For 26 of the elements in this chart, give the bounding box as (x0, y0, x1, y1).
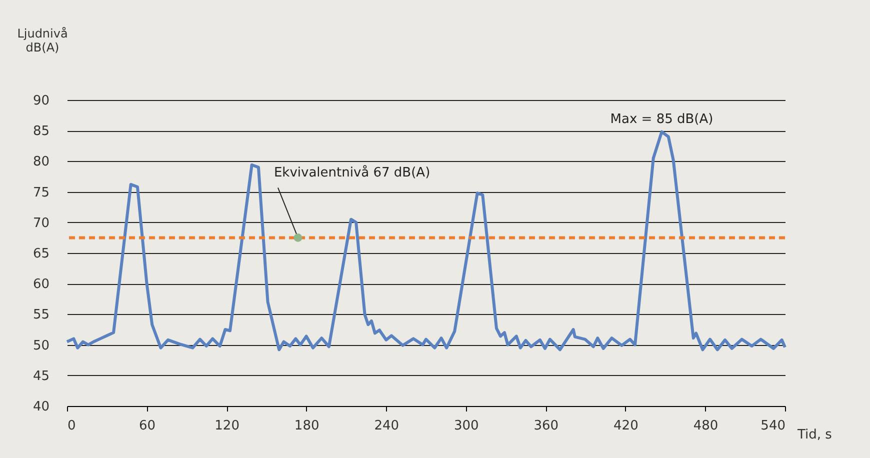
x-tick-label: 420 (614, 418, 638, 434)
annotation: Ekvivalentnivå 67 dB(A) (274, 164, 430, 181)
y-tick-label: 85 (32, 124, 50, 140)
x-tick-label: 60 (139, 418, 156, 434)
x-tick-label: 120 (214, 418, 240, 434)
y-tick-label: 60 (32, 277, 50, 292)
y-tick-label: 80 (32, 154, 50, 170)
x-tick-label: 0 (68, 418, 76, 434)
y-tick-label: 70 (32, 216, 50, 231)
x-tick-label: 360 (534, 418, 559, 434)
line-series (66, 130, 786, 352)
annotation: Max = 85 dB(A) (610, 112, 714, 127)
x-tick-label: 180 (294, 418, 320, 434)
y-tick-label: 40 (32, 400, 50, 414)
y-tick-label: 45 (32, 368, 50, 384)
x-tick-label: 540 (760, 418, 786, 434)
y-tick-label: 75 (32, 185, 50, 200)
x-tick-label: 240 (374, 418, 400, 434)
y-tick-label: 90 (32, 94, 50, 108)
y-axis-title: Ljudnivå dB(A) (17, 26, 68, 54)
x-tick-label: 300 (454, 418, 479, 434)
x-tick-label: 480 (693, 418, 718, 434)
y-tick-label: 55 (32, 308, 50, 323)
x-axis-title: Tid, s (796, 428, 832, 442)
y-tick-label: 50 (32, 338, 50, 354)
y-tick-label: 65 (32, 246, 50, 262)
